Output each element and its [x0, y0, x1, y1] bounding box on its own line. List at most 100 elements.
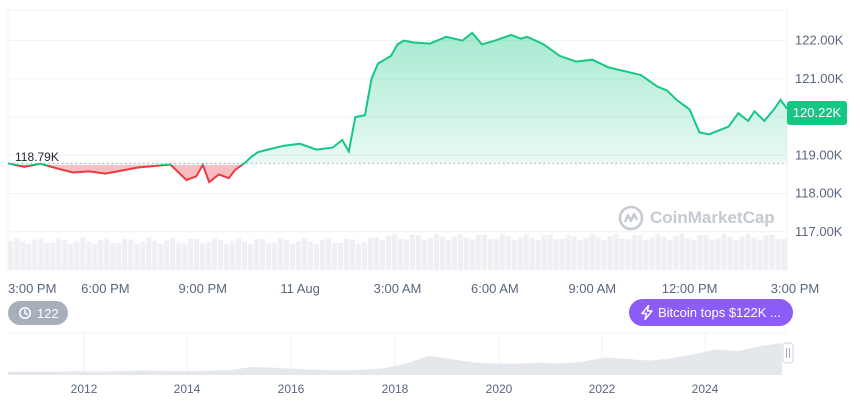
overview-handle: [782, 342, 794, 364]
volume-bar: [140, 241, 146, 270]
y-tick-label: 119.00K: [795, 147, 843, 162]
volume-bar: [164, 240, 170, 270]
volume-bar: [511, 239, 517, 270]
volume-bar: [158, 243, 164, 270]
volume-bar: [295, 241, 302, 270]
volume-bar: [259, 238, 266, 270]
volume-bar: [397, 238, 403, 270]
overview-year-label: 2012: [71, 382, 98, 396]
volume-bar: [721, 234, 727, 270]
x-tick-label: 3:00 PM: [771, 281, 819, 296]
volume-bar: [56, 238, 62, 270]
volume-bar: [20, 241, 26, 270]
volume-bar: [146, 238, 152, 270]
volume-bar: [128, 239, 134, 270]
volume-bar: [224, 243, 230, 270]
overview-area: [8, 343, 782, 375]
volume-bar: [529, 237, 535, 270]
news-event-button[interactable]: Bitcoin tops $122K ...: [629, 299, 793, 326]
volume-bar: [8, 241, 14, 270]
coinmarketcap-logo-icon: [618, 205, 644, 231]
x-tick-label: 3:00 AM: [374, 281, 422, 296]
volume-bar: [44, 243, 50, 270]
volume-bar: [601, 239, 607, 270]
volume-bar: [307, 241, 314, 270]
x-tick-label: 3:00 PM: [8, 281, 56, 296]
volume-bar: [331, 242, 338, 270]
volume-bar: [92, 243, 98, 270]
volume-bar: [781, 238, 787, 270]
volume-bar: [86, 241, 92, 270]
volume-bar: [319, 239, 326, 270]
x-tick-label: 9:00 AM: [568, 281, 616, 296]
volume-bar: [667, 239, 673, 270]
volume-bar: [637, 235, 643, 270]
volume-bar: [50, 242, 56, 270]
volume-bar: [301, 238, 308, 270]
volume-bar: [277, 238, 284, 270]
volume-bar: [691, 239, 697, 270]
volume-bar: [415, 235, 421, 270]
volume-bar: [361, 241, 368, 270]
volume-bar: [487, 239, 493, 270]
volume-bar: [212, 238, 218, 270]
volume-bar: [607, 235, 613, 270]
volume-bar: [517, 237, 523, 270]
x-tick-label: 12:00 PM: [662, 281, 718, 296]
volume-bar: [194, 239, 200, 270]
volume-bar: [715, 238, 721, 270]
volume-bar: [32, 239, 38, 270]
volume-bar: [421, 239, 427, 270]
lightning-icon: [641, 305, 653, 320]
volume-bar: [283, 240, 290, 270]
volume-bar: [188, 238, 194, 270]
volume-bar: [505, 236, 511, 270]
volume-bar: [493, 238, 499, 270]
volume-bar: [439, 236, 445, 270]
axis-labels: 122.00K121.00K120.00K119.00K118.00K117.0…: [8, 33, 844, 296]
history-icon: [18, 306, 32, 320]
volume-bar: [445, 239, 451, 270]
volume-bar: [325, 238, 332, 270]
volume-bar: [152, 240, 158, 270]
history-events-button[interactable]: 122: [8, 301, 68, 325]
overview-year-label: 2016: [278, 382, 305, 396]
volume-bar: [751, 237, 757, 270]
history-count: 122: [37, 305, 59, 321]
volume-bar: [230, 240, 236, 270]
volume-bar: [182, 243, 188, 270]
volume-bars: [8, 234, 787, 270]
volume-bar: [367, 238, 374, 270]
volume-bar: [649, 237, 655, 270]
current-price-tag: 120.22K: [787, 101, 847, 125]
volume-bar: [26, 243, 32, 270]
news-event-label: Bitcoin tops $122K ...: [658, 305, 781, 320]
volume-bar: [80, 238, 86, 270]
volume-bar: [385, 236, 392, 270]
volume-bar: [481, 234, 487, 270]
open-price-label: 118.79K: [15, 150, 59, 164]
volume-bar: [68, 243, 74, 270]
volume-bar: [571, 235, 577, 270]
volume-bar: [595, 237, 601, 270]
volume-bar: [409, 234, 415, 270]
volume-bar: [206, 242, 212, 270]
volume-bar: [673, 236, 679, 270]
volume-bar: [373, 237, 380, 270]
overview-year-label: 2024: [692, 382, 719, 396]
volume-bar: [451, 236, 457, 270]
volume-bar: [739, 236, 745, 270]
volume-bar: [62, 239, 68, 270]
volume-bar: [253, 239, 260, 270]
overview-navigator[interactable]: 2012 2014 2016 2018 2020 2022 2024: [8, 332, 794, 396]
volume-bar: [176, 242, 182, 270]
volume-bar: [403, 239, 409, 270]
volume-bar: [116, 243, 122, 270]
volume-bar: [343, 238, 350, 270]
x-tick-label: 6:00 AM: [471, 281, 519, 296]
volume-bar: [427, 238, 433, 270]
volume-bar: [709, 239, 715, 270]
volume-bar: [745, 234, 751, 270]
volume-bar: [38, 238, 44, 270]
